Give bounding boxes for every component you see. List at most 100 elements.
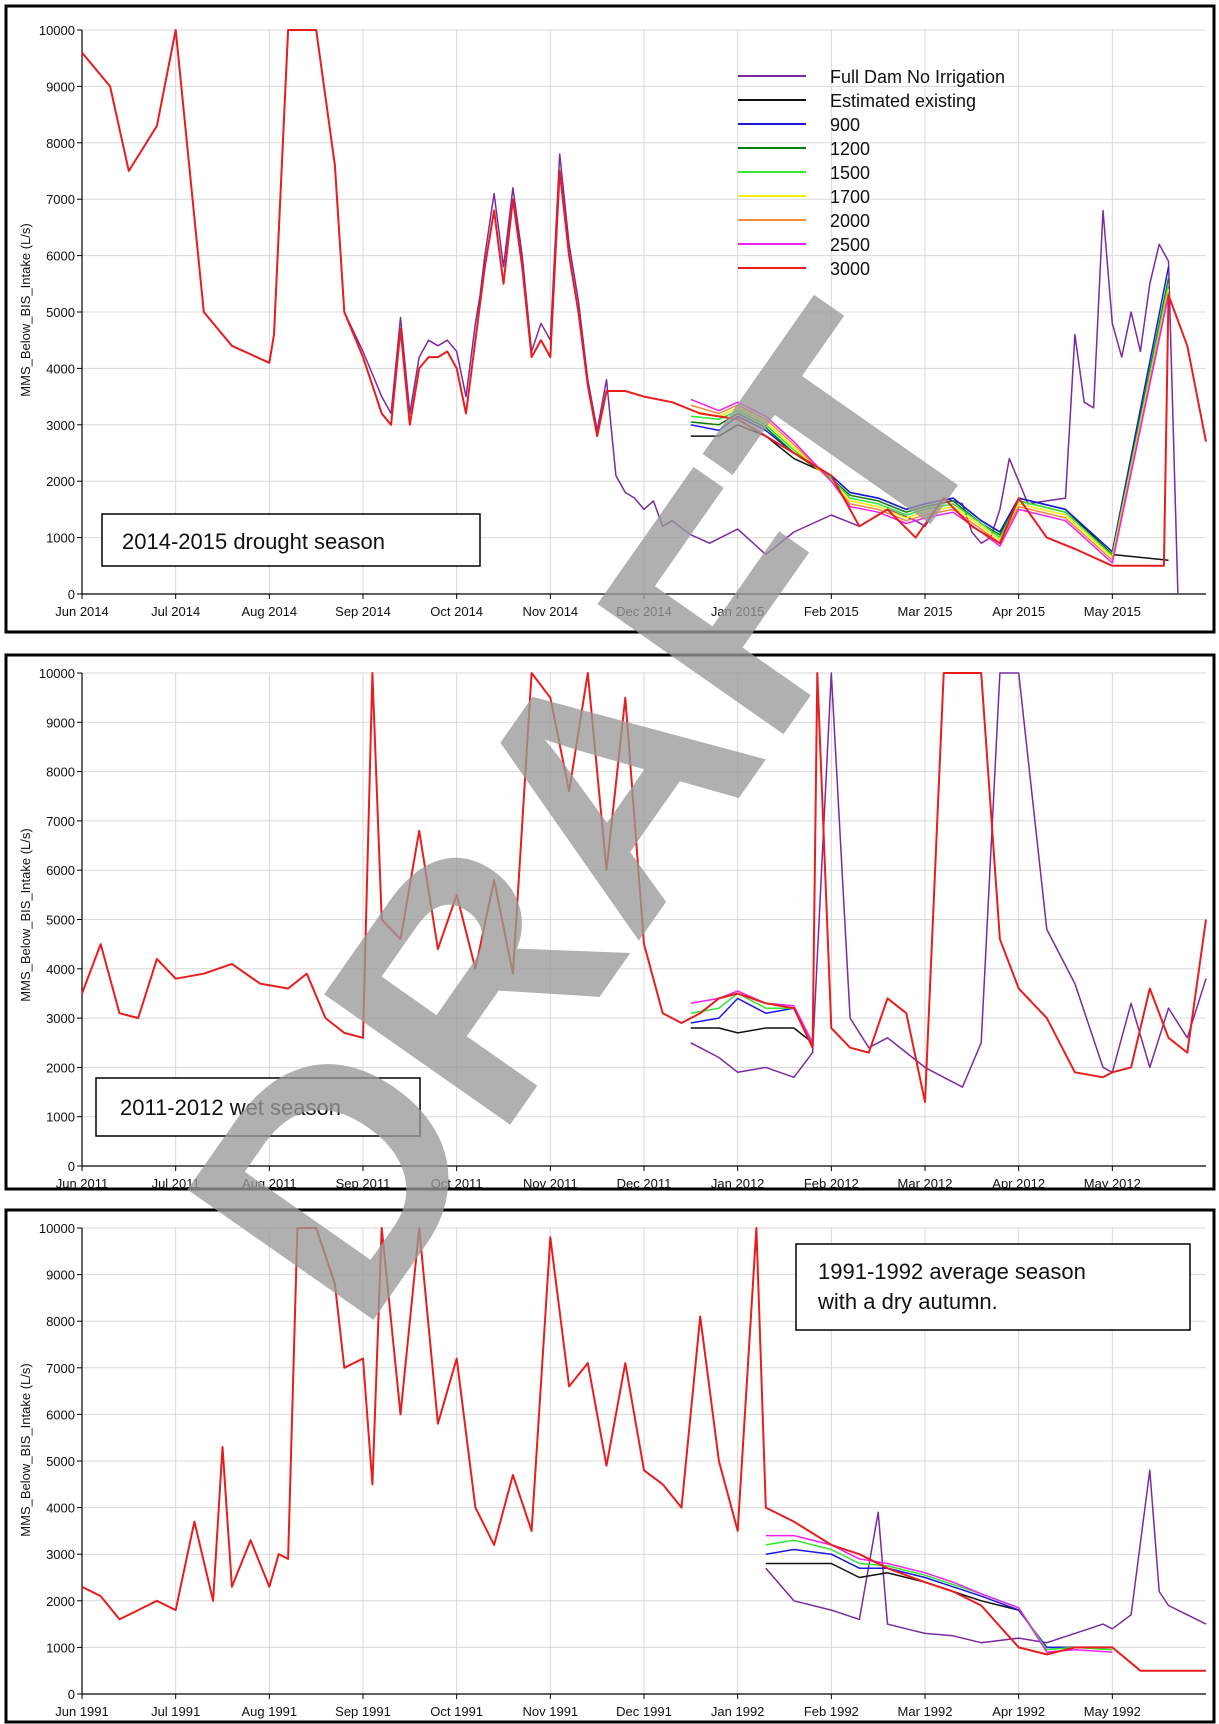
legend-label: 2500: [830, 235, 870, 255]
y-tick-label: 8000: [46, 765, 75, 780]
y-tick-label: 7000: [46, 192, 75, 207]
series-line-3000: [81, 29, 1207, 567]
x-tick-label: Mar 1992: [898, 1704, 953, 1719]
y-tick-label: 7000: [46, 814, 75, 829]
x-tick-label: Oct 1991: [430, 1704, 483, 1719]
series-line-1700: [690, 289, 1170, 559]
x-tick-label: Jan 1992: [711, 1704, 765, 1719]
y-tick-label: 0: [68, 1687, 75, 1702]
x-tick-label: Aug 2011: [242, 1176, 297, 1191]
legend-item-2500: 2500: [738, 235, 870, 255]
y-tick-label: 4000: [46, 962, 75, 977]
x-tick-label: Sep 1991: [335, 1704, 391, 1719]
chart-panel-1991-1992: 0 1000 2000 3000 4000 5000 6000 7000 8000 9000 100…: [4, 1208, 1216, 1724]
x-tick-label: Mar 2015: [898, 604, 953, 619]
y-tick-label: 3000: [46, 1011, 75, 1026]
x-tick-label: Feb 2012: [804, 1176, 859, 1191]
series-line-3000: [81, 672, 1207, 1103]
x-tick-label: Feb 1992: [804, 1704, 859, 1719]
y-tick-label: 5000: [46, 305, 75, 320]
series-line-full-dam-no-irrigation: [765, 1469, 1207, 1644]
series-line-900: [690, 266, 1170, 553]
panel-frame: [4, 1208, 1216, 1724]
x-tick-label: Apr 2015: [992, 604, 1045, 619]
annotation-text: 2011-2012 wet season: [120, 1095, 341, 1120]
y-tick-label: 4000: [46, 1501, 75, 1516]
series-line-900: [765, 1548, 1113, 1649]
annotation-box: 2011-2012 wet season: [95, 1077, 421, 1137]
legend-item-1200: 1200: [738, 139, 870, 159]
series-line-estimated-existing: [690, 1027, 814, 1044]
legend-label: Estimated existing: [830, 91, 976, 111]
x-tick-label: Jun 2011: [56, 1176, 109, 1191]
x-tick-label: Dec 2011: [617, 1176, 672, 1191]
legend-item-estimated: Estimated existing: [738, 91, 976, 111]
x-tick-label: Oct 2014: [430, 604, 483, 619]
y-tick-label: 9000: [46, 1268, 75, 1283]
y-tick-label: 1000: [46, 531, 75, 546]
y-tick-label: 7000: [46, 1361, 75, 1376]
legend-label: 1200: [830, 139, 870, 159]
y-axis-label: MMS_Below_BIS_Intake (L/s): [18, 223, 33, 396]
series-line-2500: [690, 990, 814, 1044]
legend-label: 3000: [830, 259, 870, 279]
x-tick-label: Jan 2015: [711, 604, 765, 619]
x-tick-label: Apr 2012: [992, 1176, 1045, 1191]
y-tick-label: 9000: [46, 715, 75, 730]
x-tick-label: May 2015: [1084, 604, 1141, 619]
y-tick-label: 1000: [46, 1110, 75, 1125]
legend-label: 1500: [830, 163, 870, 183]
y-tick-label: 2000: [46, 474, 75, 489]
legend-item-1700: 1700: [738, 187, 870, 207]
y-tick-label: 3000: [46, 1547, 75, 1562]
y-tick-label: 10000: [39, 666, 75, 681]
y-tick-label: 2000: [46, 1594, 75, 1609]
series-line-full-dam-no-irrigation: [690, 672, 1207, 1088]
annotation-text: 2014-2015 drought season: [122, 529, 385, 554]
annotation-text: 1991-1992 average season with a dry autu…: [817, 1259, 1092, 1314]
series-line-full-dam-no-irrigation: [81, 29, 1179, 595]
annotation-box: 1991-1992 average season with a dry autu…: [795, 1243, 1191, 1331]
legend-label: 1700: [830, 187, 870, 207]
x-tick-label: Oct 2011: [431, 1176, 483, 1191]
y-tick-label: 0: [68, 1159, 75, 1174]
x-tick-label: Nov 2014: [523, 604, 579, 619]
y-tick-label: 10000: [39, 1221, 75, 1236]
x-tick-label: Jan 2012: [711, 1176, 765, 1191]
x-tick-label: Jun 2014: [55, 604, 109, 619]
legend: Full Dam No Irrigation Estimated existin…: [738, 67, 1005, 279]
legend-item-full-dam: Full Dam No Irrigation: [738, 67, 1005, 87]
y-tick-label: 3000: [46, 418, 75, 433]
y-tick-label: 1000: [46, 1640, 75, 1655]
annotation-box: 2014-2015 drought season: [101, 513, 481, 567]
x-tick-label: Jul 2011: [152, 1176, 200, 1191]
x-tick-label: May 2012: [1084, 1176, 1141, 1191]
x-tick-label: Nov 2011: [523, 1176, 578, 1191]
y-tick-label: 5000: [46, 913, 75, 928]
y-tick-label: 6000: [46, 249, 75, 264]
x-tick-label: Feb 2015: [804, 604, 859, 619]
y-tick-label: 8000: [46, 1314, 75, 1329]
x-tick-label: Dec 2014: [616, 604, 672, 619]
y-axis-label: MMS_Below_BIS_Intake (L/s): [18, 828, 33, 1001]
legend-item-3000: 3000: [738, 259, 870, 279]
annotation-line-1: 1991-1992 average season: [818, 1259, 1086, 1284]
x-tick-label: Aug 1991: [241, 1704, 297, 1719]
legend-label: Full Dam No Irrigation: [830, 67, 1005, 87]
panel-frame: [4, 653, 1216, 1191]
series-line-1500: [765, 1539, 1113, 1651]
y-tick-label: 9000: [46, 79, 75, 94]
series-line-2500: [765, 1534, 1113, 1653]
legend-item-1500: 1500: [738, 163, 870, 183]
y-tick-label: 6000: [46, 1407, 75, 1422]
x-tick-label: Apr 1992: [992, 1704, 1045, 1719]
chart-panel-2014-2015: 0 1000 2000 3000 4000 5000 6000 7000 8000 9000 100…: [4, 4, 1216, 634]
x-tick-label: May 1992: [1084, 1704, 1141, 1719]
x-tick-label: Jul 2014: [151, 604, 200, 619]
series-line-1500: [690, 283, 1170, 557]
x-tick-label: Jun 1991: [55, 1704, 109, 1719]
legend-item-2000: 2000: [738, 211, 870, 231]
y-tick-label: 0: [68, 587, 75, 602]
series-line-2000: [690, 292, 1170, 561]
